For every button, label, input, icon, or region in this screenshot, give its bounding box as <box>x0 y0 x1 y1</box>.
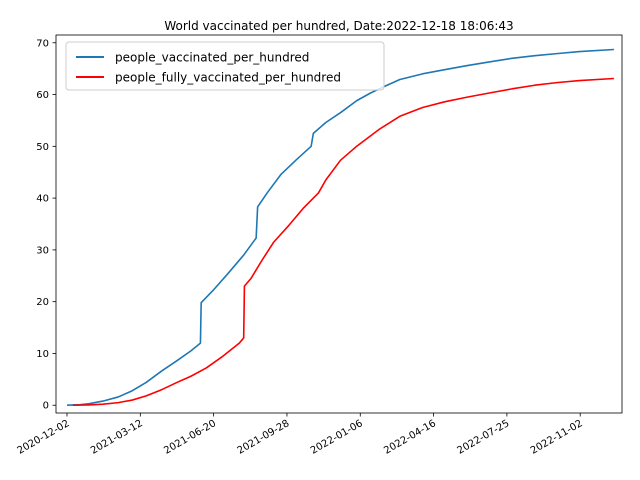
chart-title: World vaccinated per hundred, Date:2022-… <box>164 19 513 33</box>
legend-label-people-vaccinated: people_vaccinated_per_hundred <box>115 51 309 65</box>
y-tick-label: 60 <box>36 90 49 101</box>
legend-label-people-fully-vaccinated: people_fully_vaccinated_per_hundred <box>115 71 341 85</box>
legend: people_vaccinated_per_hundred people_ful… <box>65 41 385 91</box>
plot-area <box>56 35 622 413</box>
y-tick-label: 20 <box>36 297 49 308</box>
y-tick-label: 10 <box>36 349 49 360</box>
legend-frame <box>65 41 385 91</box>
y-tick-label: 0 <box>43 401 49 412</box>
y-tick-label: 40 <box>36 194 49 205</box>
series-layer <box>66 48 614 407</box>
series-line-people-fully-vaccinated-per-hundred <box>72 77 614 407</box>
y-tick-label: 30 <box>36 245 49 256</box>
plot-frame <box>55 34 623 414</box>
y-tick-label: 70 <box>36 38 49 49</box>
y-tick-label: 50 <box>36 142 49 153</box>
axes-layer <box>55 34 623 414</box>
y-axis: 0 10 20 30 40 50 60 70 <box>36 38 56 412</box>
series-line-people-vaccinated-per-hundred <box>66 48 614 407</box>
